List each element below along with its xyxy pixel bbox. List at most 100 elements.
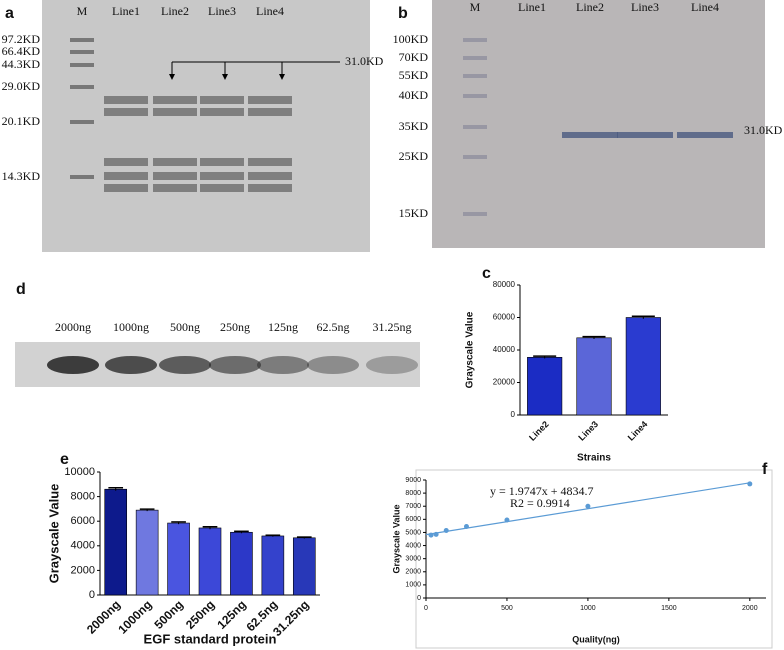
y-tick-label: 10000	[64, 466, 95, 478]
marker-label: 25KD	[399, 149, 429, 163]
panel-letter: b	[398, 5, 408, 22]
marker-label: 15KD	[399, 206, 429, 220]
y-axis-title: Grayscale Value	[46, 484, 61, 584]
bar	[292, 537, 316, 596]
y-tick-label: 60000	[493, 313, 516, 322]
x-tick-label: 125ng	[214, 597, 248, 631]
y-tick-label: 6000	[71, 515, 95, 527]
lane-label: Line2	[161, 4, 189, 18]
band	[200, 158, 244, 166]
x-tick-label: 250ng	[183, 597, 217, 631]
y-tick-label: 2000	[405, 569, 421, 576]
band	[153, 158, 197, 166]
y-tick-label: 0	[511, 410, 516, 419]
band	[104, 96, 148, 104]
bar	[261, 535, 285, 596]
point	[428, 532, 434, 538]
marker-band	[463, 155, 487, 159]
lane-label: M	[470, 0, 481, 14]
band	[209, 356, 261, 374]
band	[200, 96, 244, 104]
band	[104, 108, 148, 116]
band	[200, 108, 244, 116]
marker-label: 66.4KD	[2, 44, 41, 58]
marker-band	[463, 212, 487, 216]
band	[248, 172, 292, 180]
y-axis-title: Grayscale Value	[391, 504, 401, 573]
x-tick-label: 0	[424, 605, 428, 612]
x-tick-label: 500	[501, 605, 513, 612]
marker-band	[463, 125, 487, 129]
point	[504, 517, 510, 523]
x-tick-label: 1500	[661, 605, 677, 612]
y-tick-label: 5000	[405, 529, 421, 536]
x-tick-label: Line3	[576, 419, 600, 443]
band	[248, 96, 292, 104]
marker-label: 97.2KD	[2, 32, 41, 46]
lane-label: M	[77, 4, 88, 18]
point	[443, 527, 449, 533]
marker-band	[463, 94, 487, 98]
bar	[527, 357, 563, 416]
y-tick-label: 40000	[493, 345, 516, 354]
annotation: 31.0KD	[744, 123, 783, 137]
lane-label: Line2	[576, 0, 604, 14]
y-tick-label: 8000	[71, 491, 95, 503]
lane-label: 62.5ng	[317, 320, 350, 334]
point	[463, 524, 469, 530]
lane-label: Line1	[112, 4, 140, 18]
marker-label: 40KD	[399, 88, 429, 102]
lane-label: 250ng	[220, 320, 250, 334]
gel-a	[42, 0, 370, 252]
band	[105, 356, 157, 374]
marker-band	[70, 50, 94, 54]
x-tick-label: Line2	[527, 419, 551, 443]
point	[747, 481, 753, 487]
y-tick-label: 6000	[405, 516, 421, 523]
y-tick-label: 0	[89, 589, 95, 601]
x-tick-label: 2000ng	[84, 597, 123, 636]
lane-label: 2000ng	[55, 320, 91, 334]
arrow-head	[279, 74, 285, 80]
band	[677, 132, 733, 138]
band	[248, 158, 292, 166]
band	[617, 132, 673, 138]
bar	[625, 317, 661, 416]
band	[257, 356, 309, 374]
y-tick-label: 7000	[405, 503, 421, 510]
band	[104, 172, 148, 180]
bar	[167, 522, 190, 596]
arrow-head	[222, 74, 228, 80]
marker-label: 20.1KD	[2, 114, 41, 128]
bar	[104, 488, 128, 596]
lane-label: Line3	[208, 4, 236, 18]
y-tick-label: 4000	[71, 540, 95, 552]
marker-label: 29.0KD	[2, 79, 41, 93]
lane-label: Line4	[256, 4, 284, 18]
panel-letter: c	[482, 265, 491, 282]
marker-label: 70KD	[399, 50, 429, 64]
y-tick-label: 3000	[405, 556, 421, 563]
marker-band	[463, 74, 487, 78]
y-tick-label: 0	[417, 595, 421, 602]
x-tick-label: Line4	[626, 419, 650, 443]
band	[562, 132, 618, 138]
lane-label: 125ng	[268, 320, 298, 334]
y-tick-label: 9000	[405, 477, 421, 484]
band	[153, 184, 197, 192]
marker-label: 55KD	[399, 68, 429, 82]
marker-label: 14.3KD	[2, 169, 41, 183]
point	[433, 531, 439, 537]
panel-letter: a	[5, 5, 14, 22]
marker-band	[70, 63, 94, 67]
annotation: y = 1.9747x + 4834.7	[490, 484, 594, 498]
panel-letter: d	[16, 281, 26, 298]
x-tick-label: 2000	[742, 605, 758, 612]
lane-label: 31.25ng	[373, 320, 412, 334]
marker-band	[70, 175, 94, 179]
marker-label: 35KD	[399, 119, 429, 133]
y-tick-label: 4000	[405, 542, 421, 549]
lane-label: 1000ng	[113, 320, 149, 334]
bar	[230, 531, 253, 596]
